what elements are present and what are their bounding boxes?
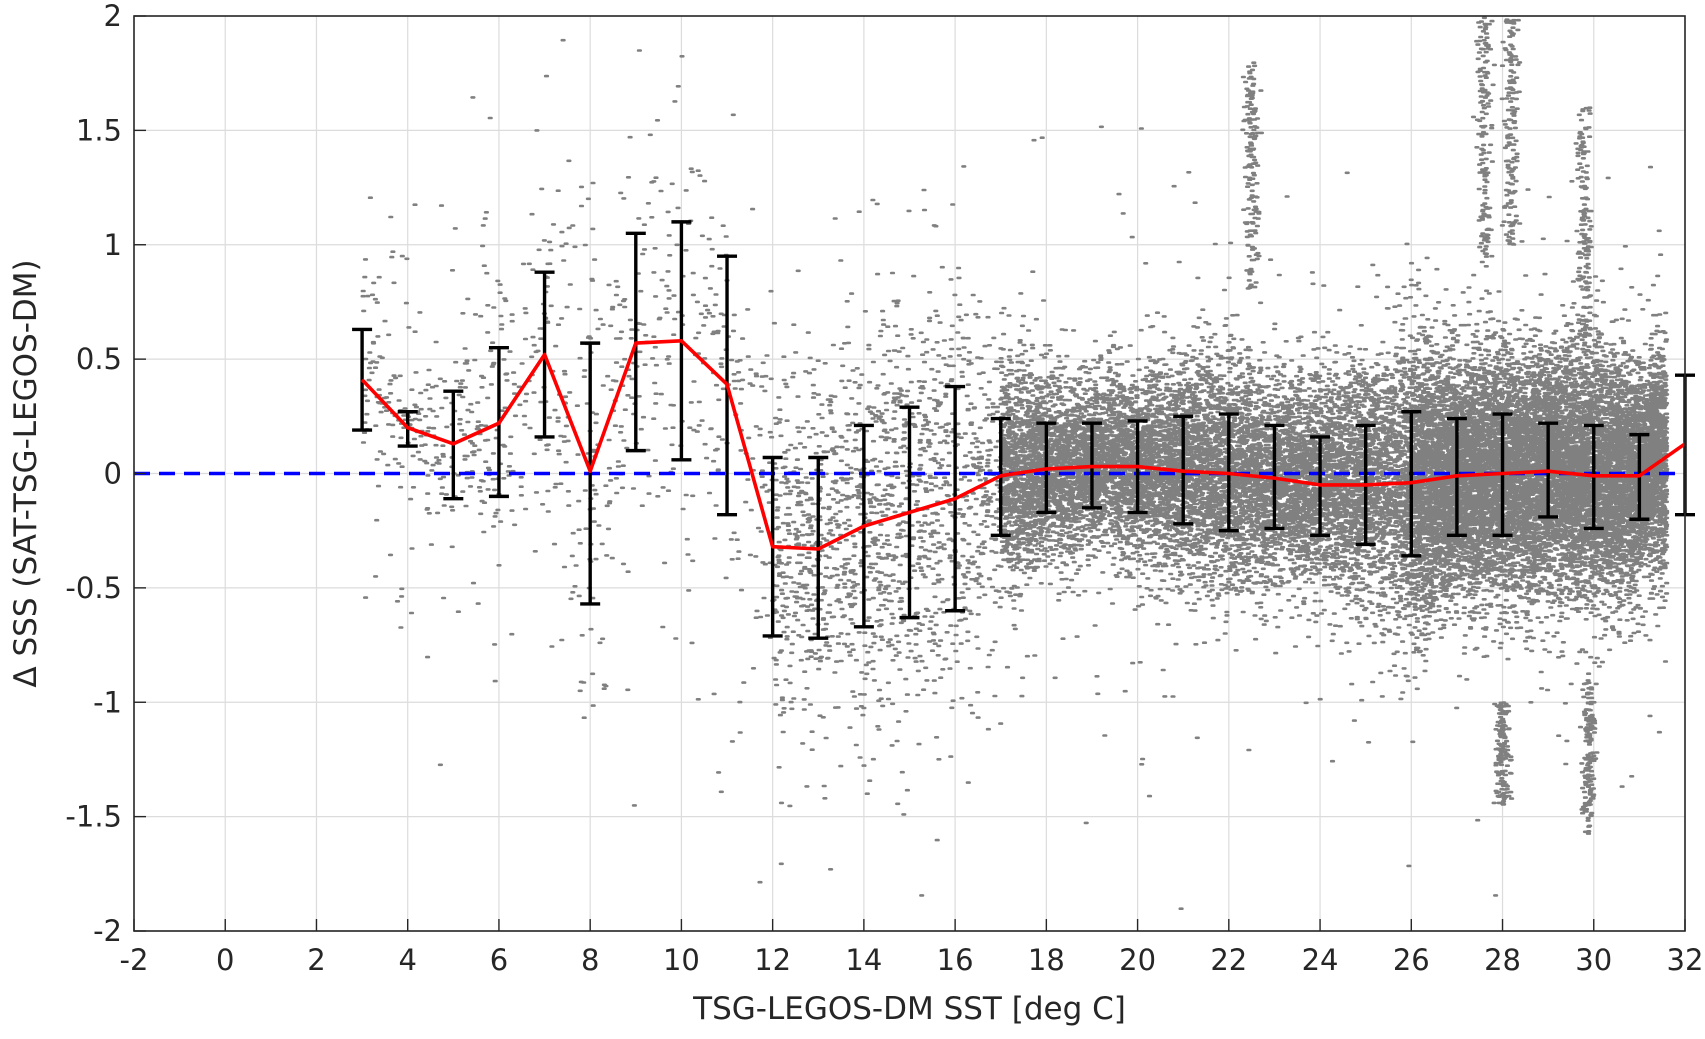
x-tick-label: 18: [1028, 943, 1065, 977]
x-tick-label: 8: [581, 943, 599, 977]
y-tick-label: 0: [104, 457, 122, 491]
y-tick-label: 0.5: [76, 342, 122, 376]
y-tick-label: -2: [93, 914, 122, 948]
x-tick-label: 0: [216, 943, 234, 977]
x-tick-label: 2: [307, 943, 325, 977]
x-tick-label: 20: [1119, 943, 1156, 977]
y-tick-label: -1: [93, 685, 122, 719]
y-tick-label: -0.5: [65, 571, 122, 605]
x-axis-label: TSG-LEGOS-DM SST [deg C]: [692, 991, 1126, 1027]
x-tick-label: 24: [1302, 943, 1339, 977]
y-tick-label: -1.5: [65, 800, 122, 834]
x-tick-label: 16: [937, 943, 974, 977]
x-tick-label: 4: [398, 943, 416, 977]
error-bar: [580, 341, 601, 606]
x-tick-label: 22: [1210, 943, 1247, 977]
x-tick-label: 6: [490, 943, 508, 977]
x-tick-label: -2: [120, 943, 149, 977]
x-tick-label: 28: [1484, 943, 1521, 977]
y-tick-label: 1.5: [76, 113, 122, 147]
y-tick-labels: 2 1.5 1 0.5 0 -0.5 -1 -1.5 -2: [65, 0, 146, 948]
y-axis-label: Δ SSS (SAT-TSG-LEGOS-DM): [8, 259, 44, 687]
y-tick-label: 1: [104, 228, 122, 262]
y-tick-label: 2: [104, 0, 122, 33]
x-tick-label: 10: [663, 943, 700, 977]
x-tick-label: 14: [845, 943, 882, 977]
mean-line: [360, 338, 1687, 551]
mean-series-line: [360, 338, 1687, 551]
x-tick-label: 30: [1575, 943, 1612, 977]
x-tick-label: 12: [754, 943, 791, 977]
x-tick-label: 26: [1393, 943, 1430, 977]
x-tick-labels: -2 0 2 4 6 8 10 12 14 16 18 20 22 24 26 28 30 32: [120, 919, 1704, 977]
x-tick-label: 32: [1667, 943, 1704, 977]
